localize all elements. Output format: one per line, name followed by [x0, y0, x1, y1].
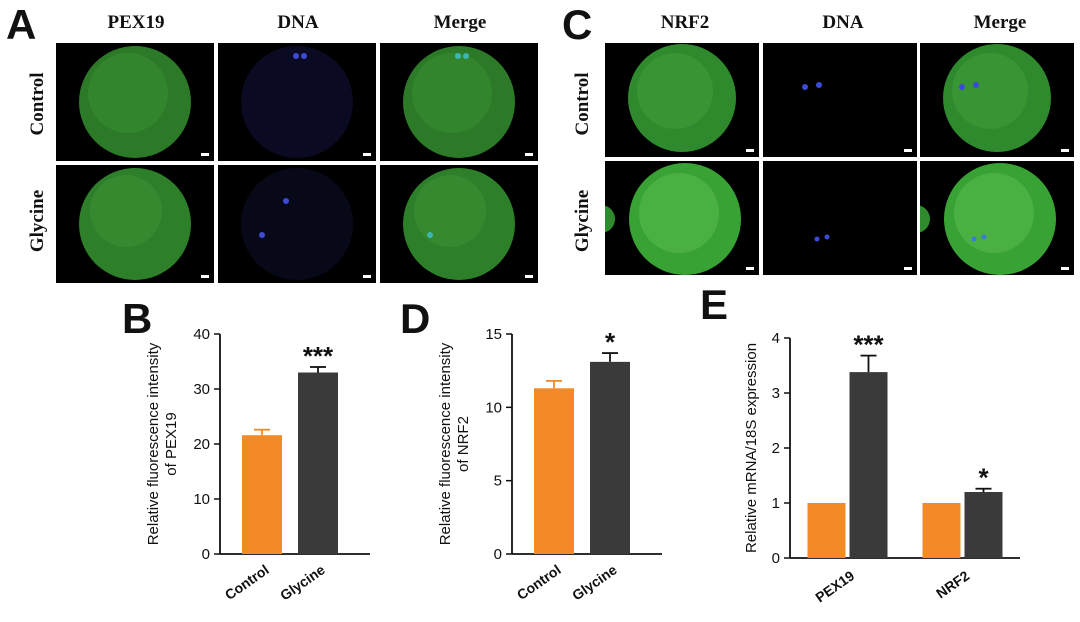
micrograph-c-control-nrf2	[605, 43, 759, 157]
panel-letter-e: E	[700, 281, 729, 328]
y-tick-label: 0	[202, 546, 210, 563]
micrograph-a-glycine-dna	[218, 165, 376, 283]
bar-glycine	[590, 361, 630, 554]
micrograph-c-control-dna	[763, 43, 917, 157]
significance-marker: *	[978, 463, 989, 493]
significance-marker: ***	[853, 330, 884, 360]
bar-pex19-glycine	[849, 372, 888, 558]
y-tick-label: 20	[193, 436, 210, 453]
y-tick-label: 5	[494, 473, 502, 490]
micrograph-c-control-merge	[920, 43, 1074, 157]
panel-a-row-header-glycine: Glycine	[27, 189, 48, 253]
y-tick-label: 0	[772, 550, 780, 567]
bar-nrf2-control	[922, 503, 961, 558]
y-tick-label: 0	[494, 546, 502, 563]
x-tick-label: Glycine	[569, 561, 620, 603]
x-tick-label: PEX19	[812, 567, 857, 605]
x-tick-label: Control	[222, 561, 272, 603]
chart-e-mrna-expression: 0 1 2 3 4 Relative mRNA/18S expression *** PEX1…	[743, 330, 1020, 605]
micrograph-a-control-dna	[218, 43, 376, 161]
panel-letter-a: A	[6, 1, 37, 48]
panel-c-col-header-3: Merge	[973, 12, 1027, 33]
micrograph-c-glycine-dna	[763, 161, 917, 275]
y-axis-label: of NRF2	[455, 416, 472, 472]
y-axis-label: Relative fluorescence intensity	[145, 342, 162, 545]
bar-control	[534, 388, 574, 554]
panel-a-col-header-1: PEX19	[107, 12, 165, 33]
micrograph-a-glycine-pex19	[56, 165, 214, 283]
panel-c-row-header-glycine: Glycine	[572, 189, 593, 253]
y-tick-label: 3	[772, 385, 780, 402]
y-tick-label: 10	[485, 399, 502, 416]
y-tick-label: 4	[772, 330, 780, 347]
bar-nrf2-glycine	[964, 492, 1003, 558]
y-tick-label: 2	[772, 440, 780, 457]
y-tick-label: 15	[485, 326, 502, 343]
panel-letter-c: C	[562, 1, 593, 48]
panel-a-col-header-2: DNA	[277, 12, 319, 33]
micrograph-a-glycine-merge	[380, 165, 538, 283]
micrograph-c-glycine-merge	[920, 161, 1074, 275]
y-axis-label: Relative fluorescence intensity	[437, 342, 454, 545]
panel-a-col-header-3: Merge	[433, 12, 487, 33]
y-axis-label: Relative mRNA/18S expression	[743, 343, 760, 553]
micrograph-a-control-pex19	[56, 43, 214, 161]
y-tick-label: 1	[772, 495, 780, 512]
chart-b-pex19-fluorescence: 0 10 20 30 40 Relative fluorescence intensity…	[145, 326, 370, 603]
y-tick-label: 40	[193, 326, 210, 343]
panel-c-row-header-control: Control	[572, 72, 593, 136]
x-tick-label: Glycine	[277, 561, 328, 603]
panel-letter-b: B	[122, 295, 153, 342]
y-tick-label: 10	[193, 491, 210, 508]
x-tick-label: NRF2	[933, 567, 972, 601]
chart-d-nrf2-fluorescence: 0 5 10 15 Relative fluorescence intensity of …	[437, 326, 662, 603]
panel-c-col-header-2: DNA	[822, 12, 864, 33]
bar-glycine	[298, 372, 338, 554]
micrograph-c-glycine-nrf2	[605, 161, 759, 275]
panel-c-col-header-1: NRF2	[660, 12, 710, 33]
y-axis-label: of PEX19	[163, 412, 180, 475]
bar-control	[242, 435, 282, 554]
micrograph-a-control-merge	[380, 43, 538, 161]
bar-pex19-control	[807, 503, 846, 558]
panel-a-row-header-control: Control	[27, 72, 48, 136]
y-tick-label: 30	[193, 381, 210, 398]
panel-letter-d: D	[400, 295, 431, 342]
x-tick-label: Control	[514, 561, 564, 603]
significance-marker: *	[605, 327, 616, 357]
significance-marker: ***	[303, 341, 334, 371]
